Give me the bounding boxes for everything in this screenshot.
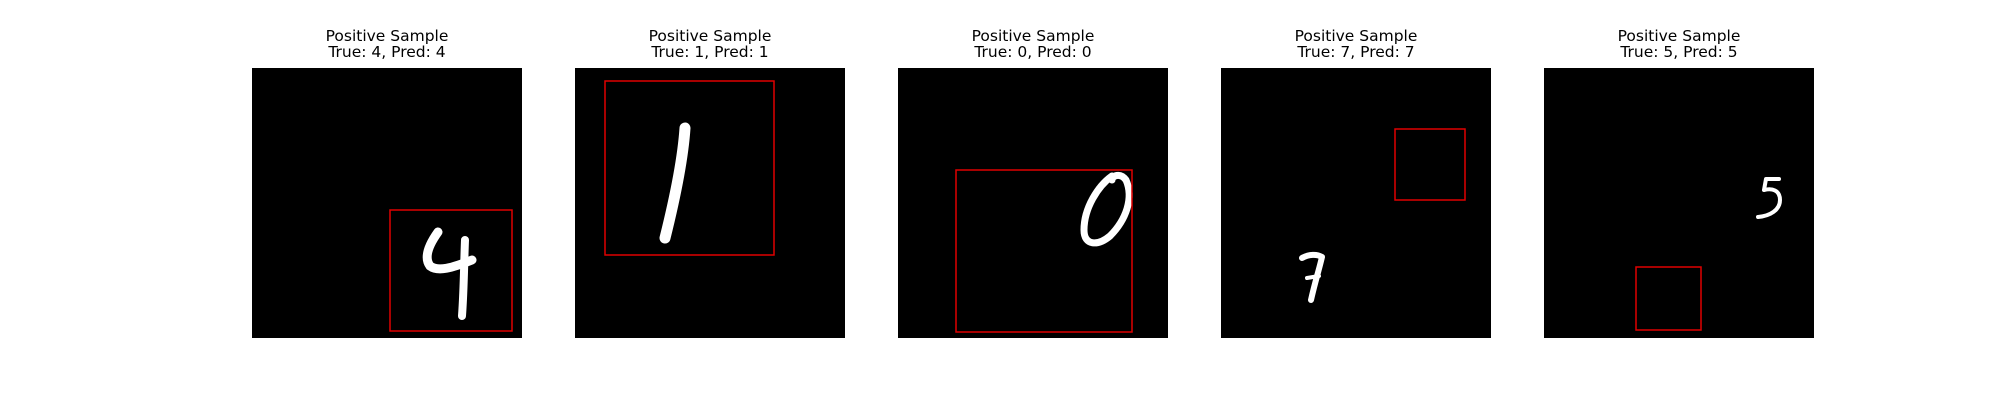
panel-title: Positive Sample True: 5, Pred: 5 xyxy=(1544,28,1814,60)
panel-label-line: True: 0, Pred: 0 xyxy=(974,43,1092,61)
panel-title-line: Positive Sample xyxy=(1294,27,1418,45)
digit-image-svg xyxy=(1635,177,1782,331)
panel-label-line: True: 4, Pred: 4 xyxy=(328,43,446,61)
digit-image xyxy=(575,68,845,338)
detection-box xyxy=(1394,128,1466,201)
handwritten-digit-seven xyxy=(1299,251,1325,303)
panel-title-line: Positive Sample xyxy=(971,27,1095,45)
panel-title: Positive Sample True: 7, Pred: 7 xyxy=(1221,28,1491,60)
panel-label-line: True: 1, Pred: 1 xyxy=(651,43,769,61)
digit-image-svg xyxy=(955,169,1133,333)
digit-image xyxy=(1544,68,1814,338)
detection-box xyxy=(604,80,775,256)
panel-title-line: Positive Sample xyxy=(325,27,449,45)
digit-image-svg xyxy=(1299,128,1466,303)
handwritten-digit-five xyxy=(1756,177,1782,219)
sample-panel-1: Positive Sample True: 4, Pred: 4 xyxy=(252,0,522,340)
digit-image-svg xyxy=(604,80,775,256)
panel-title-line: Positive Sample xyxy=(1617,27,1741,45)
detection-box xyxy=(955,169,1133,333)
detection-box xyxy=(389,209,513,332)
sample-panel-2: Positive Sample True: 1, Pred: 1 xyxy=(575,0,845,340)
digit-image xyxy=(1221,68,1491,338)
panel-label-line: True: 7, Pred: 7 xyxy=(1297,43,1415,61)
sample-panel-3: Positive Sample True: 0, Pred: 0 xyxy=(898,0,1168,340)
panel-title: Positive Sample True: 1, Pred: 1 xyxy=(575,28,845,60)
handwritten-digit-four xyxy=(422,227,477,320)
panel-title: Positive Sample True: 0, Pred: 0 xyxy=(898,28,1168,60)
panel-label-line: True: 5, Pred: 5 xyxy=(1620,43,1738,61)
digit-image xyxy=(898,68,1168,338)
digit-image xyxy=(252,68,522,338)
digit-image-svg xyxy=(389,209,513,332)
detection-box xyxy=(1635,266,1702,331)
panel-title: Positive Sample True: 4, Pred: 4 xyxy=(252,28,522,60)
sample-panel-4: Positive Sample True: 7, Pred: 7 xyxy=(1221,0,1491,340)
panel-title-line: Positive Sample xyxy=(648,27,772,45)
handwritten-digit-zero xyxy=(1080,171,1133,247)
handwritten-digit-one xyxy=(659,122,691,244)
sample-panel-5: Positive Sample True: 5, Pred: 5 xyxy=(1544,0,1814,340)
